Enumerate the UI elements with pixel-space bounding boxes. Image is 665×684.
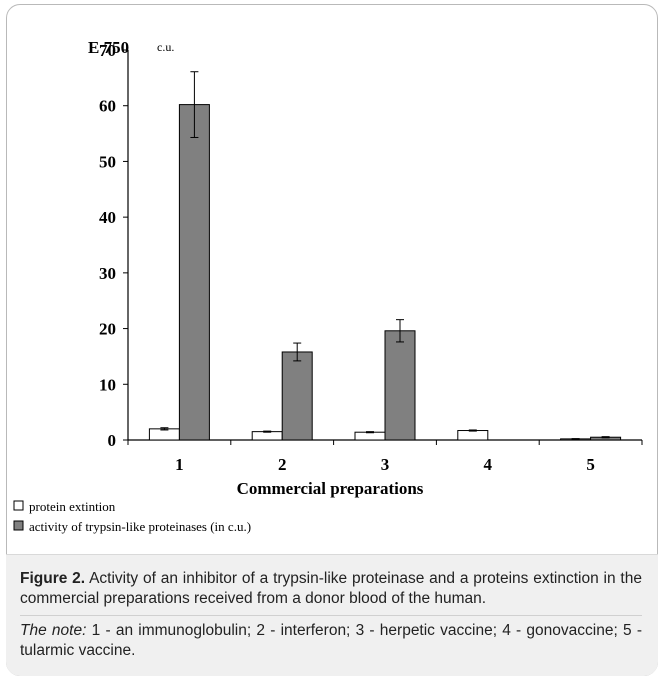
y-tick-label: 10 [99,375,116,394]
caption-divider [20,615,642,616]
y-tick-label: 70 [99,41,116,60]
y-tick-label: 20 [99,320,116,339]
legend: protein extintion activity of trypsin-lik… [13,499,251,534]
bar-protein-extintion [251,431,283,441]
legend-swatch [13,520,24,531]
legend-label: protein extintion [29,499,116,514]
bar-trypsin-activity [384,330,416,441]
y-tick-label: 40 [99,208,116,227]
y-tick-label: 50 [99,152,116,171]
bar-protein-extintion [148,428,180,441]
caption-label: Figure 2. [20,570,86,587]
chart-title: E 750 [88,38,129,57]
note-body: 1 - an immunoglobulin; 2 - interferon; 3… [20,622,642,659]
bar-protein-extintion [354,431,386,441]
x-axis: 1 2 3 4 5 [127,439,643,474]
bar-chart: E 750 c.u. 0 10 20 30 40 50 60 70 1 2 3 4 5 Commerc… [13,38,643,534]
y-tick-label: 30 [99,264,116,283]
y-tick-label: 0 [108,431,117,450]
caption-body: Activity of an inhibitor of a trypsin-li… [20,570,642,607]
y-axis: 0 10 20 30 40 50 60 70 [99,41,129,450]
legend-swatch [13,500,24,511]
caption-text: Figure 2. Activity of an inhibitor of a … [20,569,642,609]
bar-trypsin-activity [178,104,210,441]
y-axis-unit: c.u. [157,40,174,54]
x-tick-label: 3 [381,455,390,474]
x-tick-label: 1 [175,455,184,474]
caption-note: The note: 1 - an immunoglobulin; 2 - int… [20,621,642,661]
x-tick-label: 2 [278,455,287,474]
bar-trypsin-activity [281,351,313,441]
legend-label: activity of trypsin-like proteinases (in… [29,519,251,534]
x-tick-label: 5 [586,455,595,474]
bars [148,71,622,441]
y-tick-label: 60 [99,97,116,116]
x-tick-label: 4 [484,455,493,474]
figure-caption: Figure 2. Activity of an inhibitor of a … [6,554,658,676]
x-axis-title: Commercial preparations [237,479,424,498]
note-label: The note: [20,622,87,639]
bar-protein-extintion [457,430,489,441]
